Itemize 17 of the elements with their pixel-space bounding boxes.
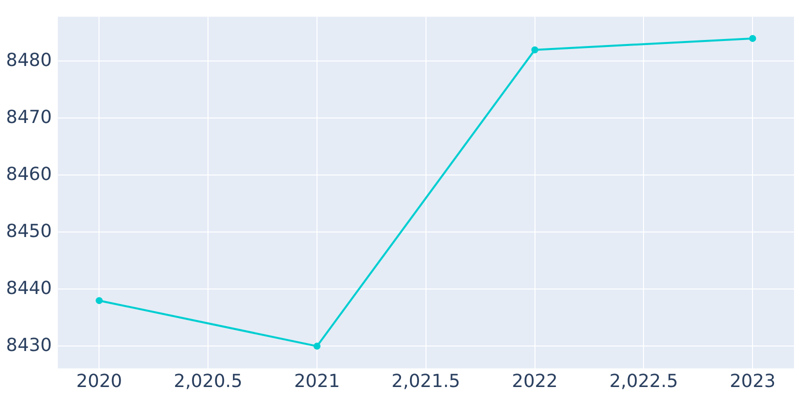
y-tick-label: 8430: [6, 334, 52, 356]
y-tick-label: 8460: [6, 164, 52, 185]
x-tick-label: 2,020.5: [174, 370, 242, 392]
point: [314, 342, 320, 350]
x-tick-label: 2022: [512, 370, 558, 392]
x-tick-label: 2023: [730, 370, 776, 392]
x-tick-label: 2020: [76, 370, 122, 392]
y-tick-label: 8450: [6, 220, 52, 242]
x-tick-label: 2021: [294, 370, 340, 392]
x-tick-label: 2,022.5: [609, 370, 678, 392]
y-tick-label: 8440: [6, 278, 52, 299]
point: [531, 46, 538, 54]
point: [749, 34, 756, 42]
y-tick-label: 8470: [6, 106, 52, 128]
point: [96, 297, 103, 304]
y-tick-label: 8480: [6, 50, 52, 71]
x-tick-label: 2,021.5: [392, 370, 460, 392]
